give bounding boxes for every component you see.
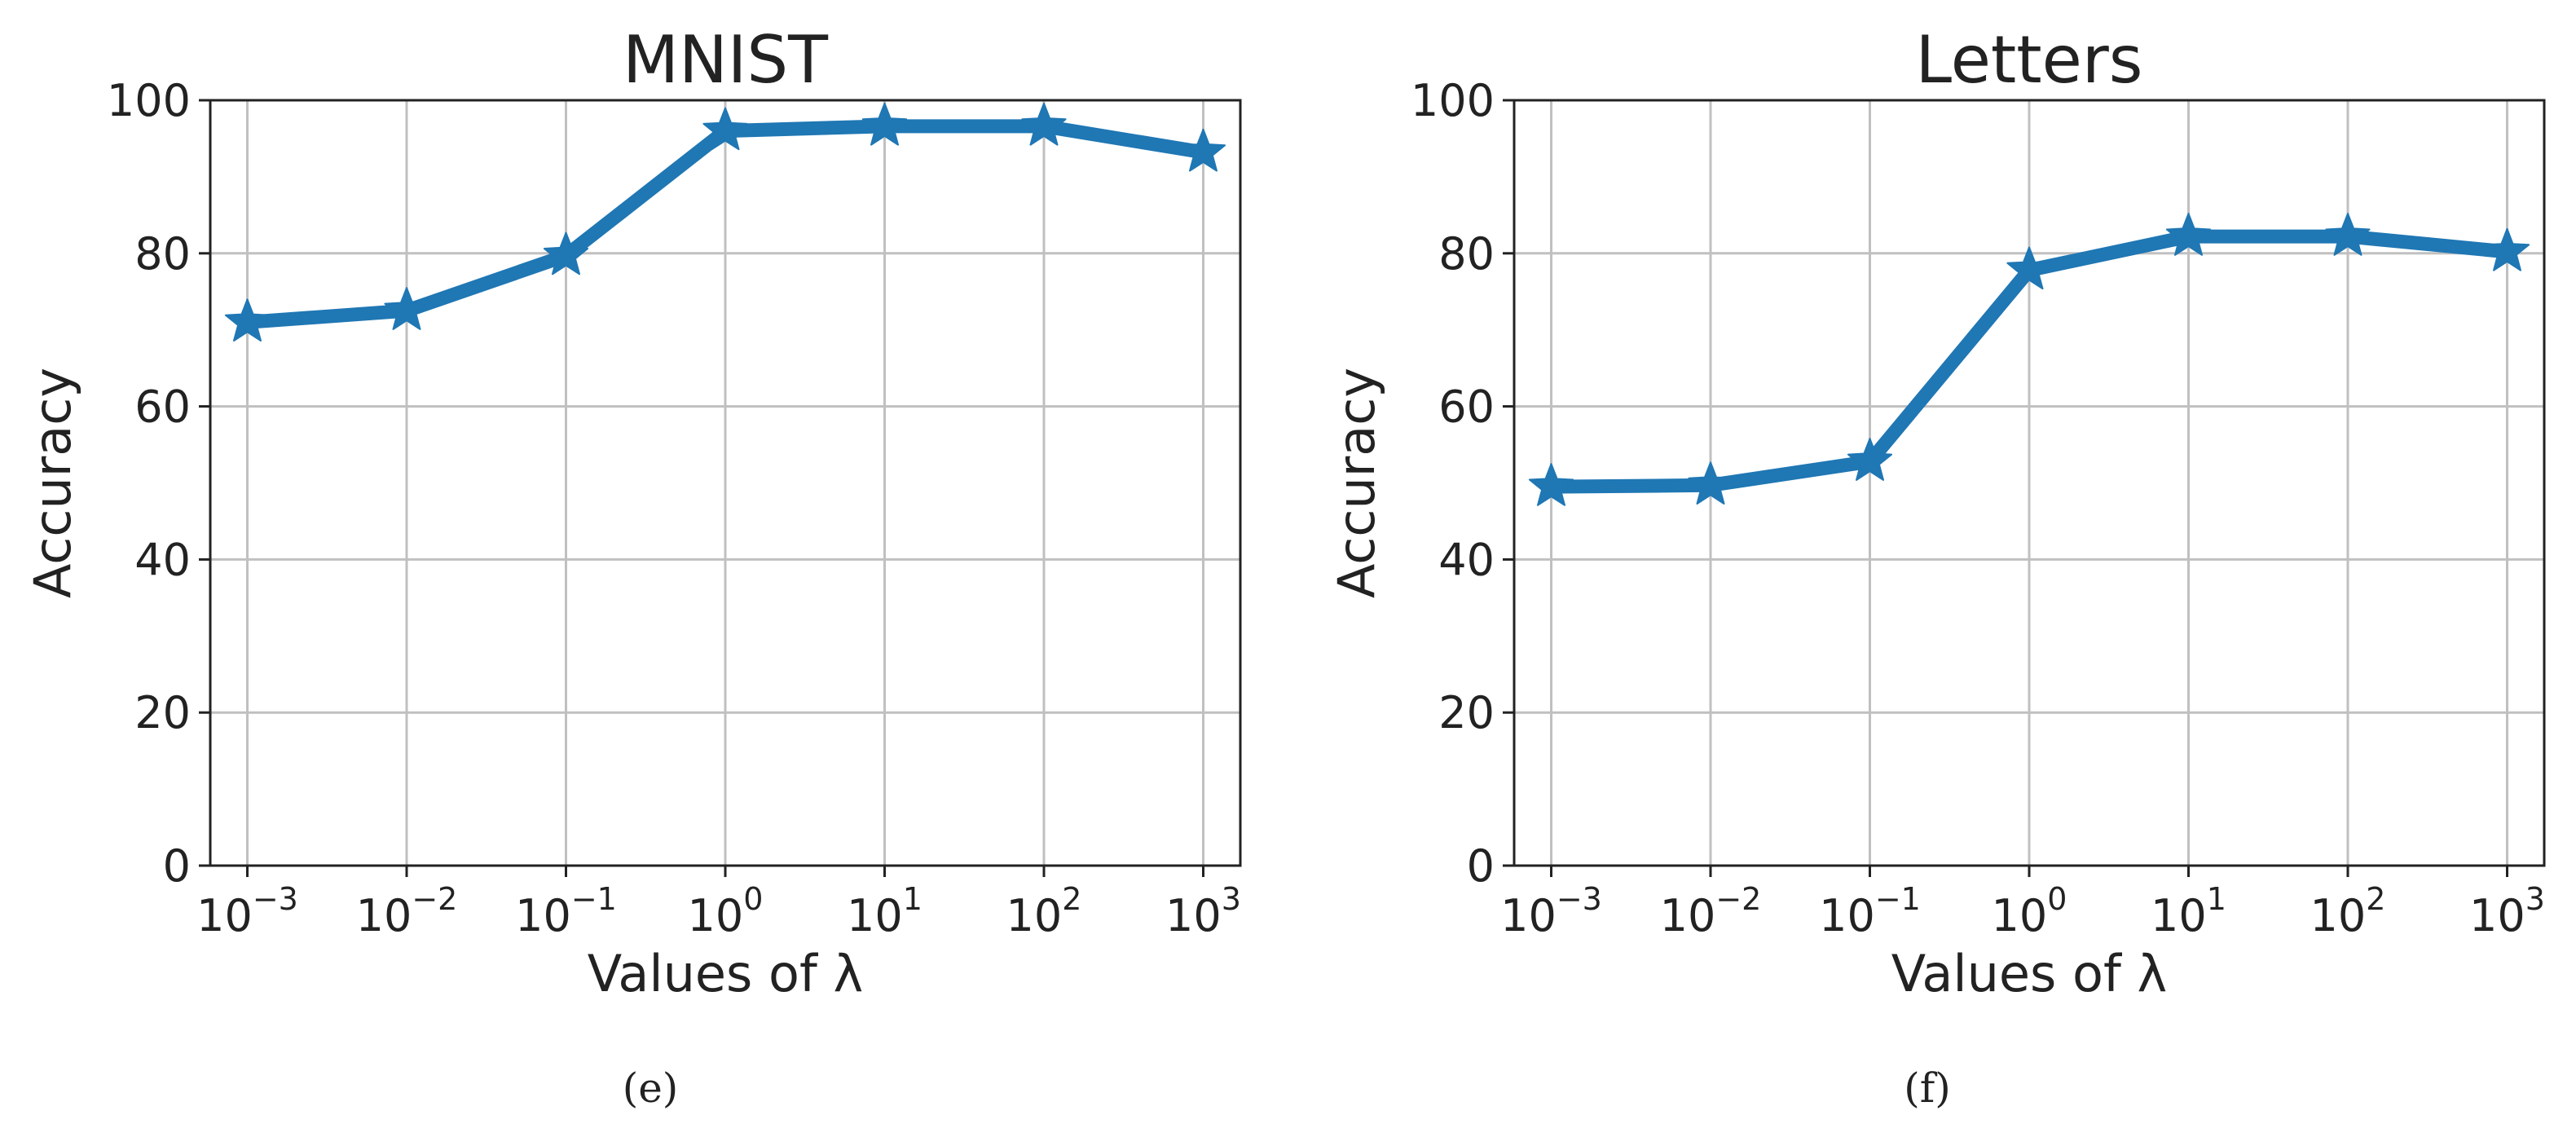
- y-axis-label: Accuracy: [1327, 368, 1386, 598]
- x-tick-base: 10: [515, 890, 571, 941]
- x-tick-label-1: 10−2: [356, 881, 458, 941]
- y-tick-label-5: 100: [107, 75, 191, 126]
- x-tick-exponent: 1: [2207, 881, 2226, 917]
- data-point-6: [1180, 128, 1226, 172]
- y-tick-label-3: 60: [134, 381, 191, 433]
- x-tick-exponent: 3: [1222, 881, 1241, 917]
- y-tick-label-2: 40: [1438, 534, 1495, 585]
- x-axis-label: Values of λ: [588, 944, 863, 1003]
- x-tick-label-4: 101: [847, 881, 923, 941]
- x-tick-exponent: 0: [743, 881, 763, 917]
- y-tick-label-4: 80: [1438, 228, 1495, 280]
- x-tick-exponent: −2: [1715, 881, 1761, 917]
- x-tick-exponent: 2: [1062, 881, 1081, 917]
- data-point-0: [1528, 463, 1574, 506]
- data-point-6: [2484, 227, 2530, 271]
- x-tick-label-5: 102: [2310, 881, 2386, 941]
- panel-caption: (e): [623, 1064, 679, 1112]
- x-tick-label-3: 100: [1992, 881, 2067, 941]
- x-tick-exponent: 3: [2525, 881, 2545, 917]
- data-point-2: [1847, 438, 1893, 481]
- x-tick-base: 10: [1165, 890, 1222, 941]
- x-tick-exponent: −3: [253, 881, 298, 917]
- x-tick-base: 10: [356, 890, 412, 941]
- chart-title-letters: Letters: [1916, 22, 2143, 98]
- data-point-1: [1688, 461, 1733, 505]
- x-tick-base: 10: [2151, 890, 2207, 941]
- x-tick-base: 10: [1819, 890, 1875, 941]
- y-tick-label-1: 20: [1438, 687, 1495, 738]
- x-tick-base: 10: [688, 890, 744, 941]
- x-tick-label-1: 10−2: [1660, 881, 1762, 941]
- x-tick-base: 10: [2310, 890, 2367, 941]
- x-tick-base: 10: [2469, 890, 2525, 941]
- x-tick-label-5: 102: [1006, 881, 1082, 941]
- x-tick-base: 10: [1500, 890, 1557, 941]
- x-tick-label-6: 103: [1165, 881, 1241, 941]
- x-tick-label-0: 10−3: [196, 881, 298, 941]
- data-point-3: [702, 107, 748, 151]
- x-tick-base: 10: [847, 890, 903, 941]
- data-point-3: [2006, 246, 2052, 290]
- x-tick-exponent: −2: [412, 881, 457, 917]
- y-tick-label-0: 0: [1467, 840, 1495, 892]
- x-axis-label: Values of λ: [1891, 944, 2167, 1003]
- data-point-5: [2325, 213, 2371, 256]
- y-tick-label-4: 80: [134, 228, 191, 280]
- x-tick-exponent: −3: [1557, 881, 1602, 917]
- y-tick-label-0: 0: [163, 840, 191, 892]
- x-tick-label-2: 10−1: [1819, 881, 1921, 941]
- panel-caption: (f): [1904, 1064, 1951, 1112]
- x-tick-base: 10: [1660, 890, 1716, 941]
- x-tick-base: 10: [1992, 890, 2048, 941]
- data-point-5: [1021, 102, 1067, 146]
- y-tick-label-2: 40: [134, 534, 191, 585]
- x-tick-exponent: 1: [903, 881, 923, 917]
- data-point-2: [543, 231, 589, 275]
- x-tick-exponent: 2: [2366, 881, 2385, 917]
- y-tick-label-1: 20: [134, 687, 191, 738]
- x-tick-label-4: 101: [2151, 881, 2226, 941]
- x-tick-base: 10: [196, 890, 253, 941]
- data-point-4: [2165, 213, 2212, 256]
- chart-title-mnist: MNIST: [623, 22, 829, 98]
- data-point-0: [224, 298, 271, 342]
- y-axis-label: Accuracy: [23, 368, 82, 598]
- x-tick-label-3: 100: [688, 881, 764, 941]
- x-tick-label-0: 10−3: [1500, 881, 1602, 941]
- x-tick-exponent: −1: [571, 881, 617, 917]
- x-tick-label-2: 10−1: [515, 881, 617, 941]
- data-point-4: [861, 102, 908, 146]
- x-tick-base: 10: [1006, 890, 1063, 941]
- x-tick-label-6: 103: [2469, 881, 2545, 941]
- data-point-1: [384, 287, 429, 330]
- y-tick-label-3: 60: [1438, 381, 1495, 433]
- y-tick-label-5: 100: [1411, 75, 1495, 126]
- x-tick-exponent: −1: [1875, 881, 1921, 917]
- x-tick-exponent: 0: [2047, 881, 2067, 917]
